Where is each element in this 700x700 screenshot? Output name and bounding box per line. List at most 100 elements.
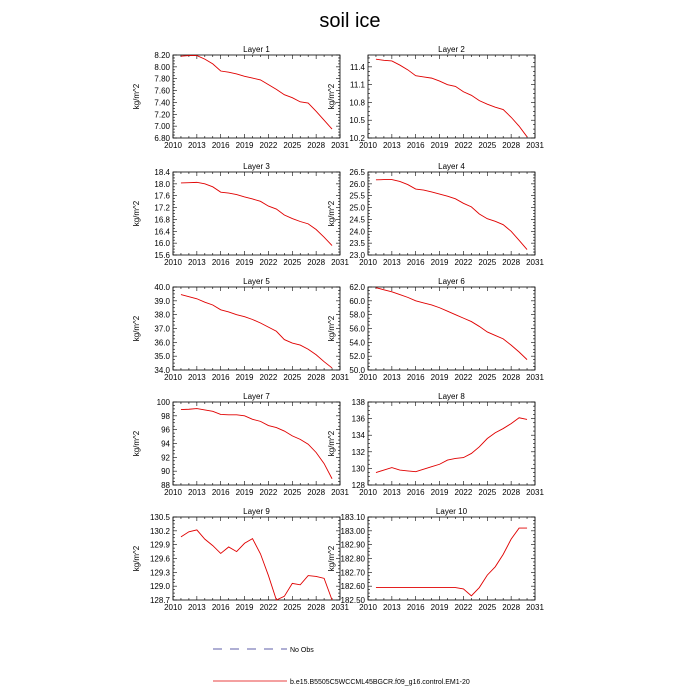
y-axis-label: kg/m^2: [327, 83, 336, 109]
x-tick-label: 2013: [188, 141, 206, 150]
y-tick-label: 40.0: [154, 283, 170, 292]
y-axis-label: kg/m^2: [327, 545, 336, 571]
y-tick-label: 182.90: [341, 541, 366, 550]
y-tick-label: 129.3: [150, 568, 171, 577]
x-tick-label: 2016: [212, 488, 230, 497]
y-axis-label: kg/m^2: [327, 200, 336, 226]
x-tick-label: 2016: [212, 258, 230, 267]
y-tick-label: 52.0: [349, 352, 365, 361]
y-tick-label: 182.50: [341, 596, 366, 605]
x-tick-label: 2025: [283, 141, 301, 150]
y-tick-label: 129.6: [150, 555, 171, 564]
x-tick-label: 2028: [502, 373, 520, 382]
plot-frame: [367, 286, 536, 371]
x-tick-label: 2019: [431, 603, 449, 612]
y-tick-label: 26.0: [349, 180, 365, 189]
y-axis-label: kg/m^2: [132, 315, 141, 341]
x-tick-label: 2025: [478, 488, 496, 497]
y-axis-label: kg/m^2: [132, 200, 141, 226]
x-tick-label: 2019: [236, 258, 254, 267]
x-tick-label: 2022: [455, 258, 473, 267]
y-tick-label: 24.5: [349, 215, 365, 224]
plot-frame: [172, 401, 341, 486]
x-tick-label: 2013: [188, 603, 206, 612]
x-tick-label: 2031: [331, 141, 349, 150]
x-tick-label: 2028: [502, 488, 520, 497]
panel-title: Layer 10: [436, 507, 468, 516]
y-tick-label: 58.0: [349, 311, 365, 320]
series-line: [375, 58, 528, 138]
x-tick-label: 2010: [359, 141, 377, 150]
y-axis-label: kg/m^2: [327, 315, 336, 341]
y-tick-label: 10.5: [349, 116, 365, 125]
panel-title: Layer 2: [438, 45, 465, 54]
y-tick-label: 23.5: [349, 239, 365, 248]
y-tick-label: 128: [352, 481, 366, 490]
x-tick-label: 2022: [260, 488, 278, 497]
x-tick-label: 2010: [164, 373, 182, 382]
y-axis-label: kg/m^2: [132, 430, 141, 456]
y-tick-label: 34.0: [154, 366, 170, 375]
x-tick-label: 2010: [359, 603, 377, 612]
y-tick-label: 7.40: [154, 98, 170, 107]
x-tick-label: 2028: [307, 603, 325, 612]
y-tick-label: 25.0: [349, 204, 365, 213]
y-tick-label: 7.20: [154, 110, 170, 119]
panel-title: Layer 7: [243, 392, 270, 401]
x-tick-label: 2010: [359, 373, 377, 382]
x-tick-label: 2013: [383, 603, 401, 612]
y-tick-label: 24.0: [349, 227, 365, 236]
y-tick-label: 15.6: [154, 251, 170, 260]
x-tick-label: 2028: [307, 258, 325, 267]
x-tick-label: 2010: [359, 488, 377, 497]
y-tick-label: 62.0: [349, 283, 365, 292]
x-tick-label: 2031: [331, 488, 349, 497]
y-tick-label: 96: [161, 426, 170, 435]
panel-layer-9: Layer 9 2010 2013 2016 2019 2022 2025 2028 2031 1…: [132, 507, 349, 612]
y-tick-label: 8.20: [154, 51, 170, 60]
y-tick-label: 183.00: [341, 527, 366, 536]
y-tick-label: 129.0: [150, 582, 171, 591]
x-tick-label: 2013: [383, 488, 401, 497]
y-tick-label: 23.0: [349, 251, 365, 260]
series-line: [375, 287, 528, 360]
plot-frame: [172, 54, 341, 139]
y-tick-label: 130.5: [150, 513, 171, 522]
x-tick-label: 2025: [478, 141, 496, 150]
x-tick-label: 2025: [478, 373, 496, 382]
y-axis-label: kg/m^2: [132, 83, 141, 109]
y-tick-label: 50.0: [349, 366, 365, 375]
y-tick-label: 182.60: [341, 582, 366, 591]
y-tick-label: 26.5: [349, 168, 365, 177]
x-tick-label: 2019: [431, 141, 449, 150]
panel-title: Layer 3: [243, 162, 270, 171]
series-line: [180, 529, 333, 601]
x-tick-label: 2025: [283, 603, 301, 612]
y-tick-label: 8.00: [154, 63, 170, 72]
series-line: [375, 527, 528, 597]
x-tick-label: 2019: [236, 373, 254, 382]
panel-layer-3: Layer 3 2010 2013 2016 2019 2022 2025 2028 2031 1…: [132, 162, 349, 267]
y-tick-label: 128.7: [150, 596, 171, 605]
x-tick-label: 2025: [283, 488, 301, 497]
x-tick-label: 2016: [407, 488, 425, 497]
x-tick-label: 2025: [478, 603, 496, 612]
y-tick-label: 100: [157, 398, 171, 407]
panel-layer-1: Layer 1 2010 2013 2016 2019 2022 2025 2028 2031 6…: [132, 45, 349, 150]
x-tick-label: 2022: [455, 373, 473, 382]
y-tick-label: 138: [352, 398, 366, 407]
y-tick-label: 88: [161, 481, 170, 490]
panel-layer-5: Layer 5 2010 2013 2016 2019 2022 2025 2028 2031 3…: [132, 277, 349, 382]
panel-title: Layer 5: [243, 277, 270, 286]
y-tick-label: 7.80: [154, 75, 170, 84]
series-line: [375, 417, 528, 473]
x-tick-label: 2016: [407, 258, 425, 267]
x-tick-label: 2022: [455, 603, 473, 612]
y-tick-label: 18.0: [154, 180, 170, 189]
x-tick-label: 2019: [236, 603, 254, 612]
x-tick-label: 2010: [164, 141, 182, 150]
y-tick-label: 10.8: [349, 98, 365, 107]
